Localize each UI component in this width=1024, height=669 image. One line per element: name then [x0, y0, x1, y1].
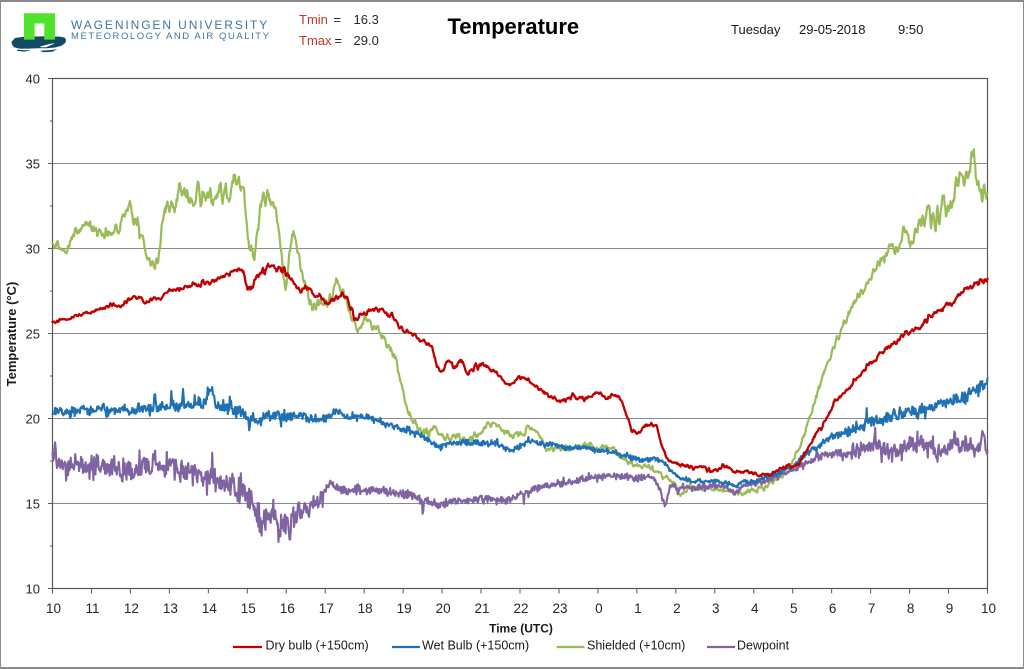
svg-text:4: 4 — [751, 601, 759, 616]
svg-text:7: 7 — [868, 601, 876, 616]
svg-text:Temperature (°C): Temperature (°C) — [4, 282, 19, 387]
svg-text:35: 35 — [26, 157, 40, 172]
svg-text:16: 16 — [280, 601, 295, 616]
svg-text:13: 13 — [163, 601, 178, 616]
svg-text:10: 10 — [981, 601, 996, 616]
svg-text:25: 25 — [26, 327, 40, 342]
svg-text:15: 15 — [26, 497, 40, 512]
svg-text:17: 17 — [319, 601, 334, 616]
svg-text:Dry bulb (+150cm): Dry bulb (+150cm) — [266, 639, 369, 653]
svg-text:15: 15 — [241, 601, 256, 616]
svg-text:20: 20 — [26, 412, 40, 427]
svg-text:Wet Bulb (+150cm): Wet Bulb (+150cm) — [422, 639, 529, 653]
svg-text:40: 40 — [26, 72, 40, 87]
svg-text:21: 21 — [475, 601, 490, 616]
svg-text:0: 0 — [595, 601, 603, 616]
svg-text:10: 10 — [26, 582, 40, 597]
svg-text:9: 9 — [946, 601, 954, 616]
svg-text:Time (UTC): Time (UTC) — [489, 622, 553, 636]
svg-text:14: 14 — [202, 601, 218, 616]
svg-text:8: 8 — [907, 601, 915, 616]
svg-text:Shielded (+10cm): Shielded (+10cm) — [587, 639, 685, 653]
svg-text:22: 22 — [513, 601, 528, 616]
svg-text:30: 30 — [26, 242, 40, 257]
svg-text:5: 5 — [790, 601, 798, 616]
svg-text:11: 11 — [85, 601, 99, 616]
svg-text:19: 19 — [397, 601, 412, 616]
svg-text:10: 10 — [46, 601, 61, 616]
svg-text:3: 3 — [712, 601, 720, 616]
svg-text:2: 2 — [673, 601, 681, 616]
svg-text:Dewpoint: Dewpoint — [737, 639, 790, 653]
svg-text:23: 23 — [552, 601, 567, 616]
svg-text:20: 20 — [436, 601, 451, 616]
svg-text:6: 6 — [829, 601, 837, 616]
svg-text:18: 18 — [358, 601, 373, 616]
svg-text:12: 12 — [124, 601, 139, 616]
svg-text:1: 1 — [634, 601, 642, 616]
